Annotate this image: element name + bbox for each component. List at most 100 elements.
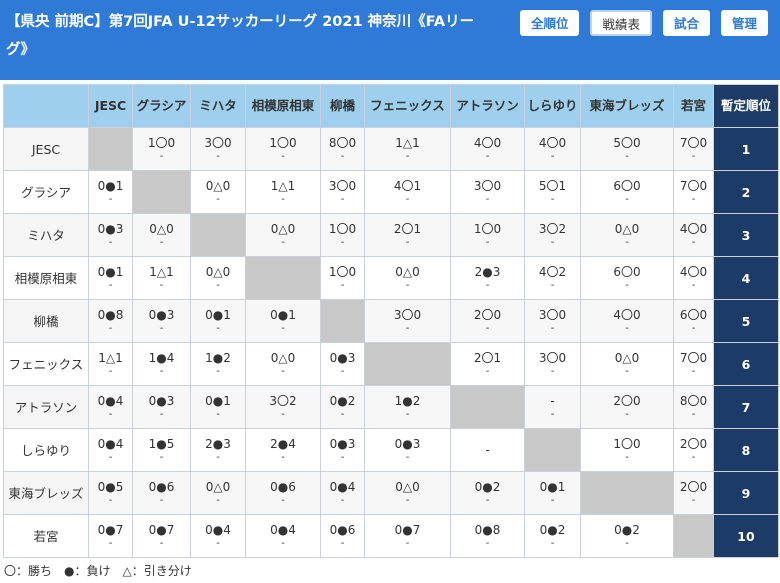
score[interactable]: 0△0	[614, 222, 640, 236]
score[interactable]: 3〇0	[393, 308, 422, 322]
score[interactable]: 0△0	[205, 265, 231, 279]
score[interactable]: -	[485, 442, 490, 457]
score[interactable]: 0●1	[205, 394, 231, 408]
score[interactable]: -	[550, 394, 555, 408]
score[interactable]: 1〇0	[328, 265, 357, 279]
score[interactable]: 1△1	[149, 265, 174, 279]
admin-button[interactable]: 管理	[720, 10, 768, 36]
score[interactable]: 1〇0	[473, 222, 502, 236]
score[interactable]: 6〇0	[613, 179, 641, 193]
score[interactable]: 1●4	[148, 351, 175, 365]
score[interactable]: 8〇0	[328, 136, 357, 150]
score[interactable]: 1●2	[394, 394, 421, 408]
score[interactable]: 4〇0	[473, 136, 502, 150]
score[interactable]: 6〇0	[613, 265, 641, 279]
score[interactable]: 0●8	[97, 308, 124, 322]
score[interactable]: 1△1	[98, 351, 123, 365]
score[interactable]: 0●1	[270, 308, 296, 322]
score[interactable]: 0●4	[205, 523, 231, 537]
score[interactable]: 0●4	[97, 394, 124, 408]
score[interactable]: 7〇0	[679, 351, 708, 365]
score[interactable]: 1●2	[205, 351, 231, 365]
score[interactable]: 0●5	[97, 480, 124, 494]
score[interactable]: 0●1	[97, 265, 124, 279]
score[interactable]: 4〇0	[679, 222, 708, 236]
score[interactable]: 7〇0	[679, 179, 708, 193]
score[interactable]: 0●8	[474, 523, 501, 537]
score[interactable]: 3〇0	[204, 136, 232, 150]
score[interactable]: 3〇0	[538, 308, 567, 322]
score[interactable]: 8〇0	[679, 394, 708, 408]
score[interactable]: 2●3	[474, 265, 501, 279]
score[interactable]: 0●1	[539, 480, 566, 494]
score[interactable]: 3〇2	[538, 222, 567, 236]
score[interactable]: 2〇0	[613, 394, 641, 408]
result-cell: 2●3-	[190, 428, 246, 472]
score[interactable]: 1〇0	[328, 222, 357, 236]
score[interactable]: 4〇0	[613, 308, 641, 322]
score[interactable]: 0●6	[148, 480, 175, 494]
score[interactable]: 0●1	[205, 308, 231, 322]
score[interactable]: 0●2	[539, 523, 566, 537]
score[interactable]: 0●7	[97, 523, 124, 537]
matches-button[interactable]: 試合	[662, 10, 710, 36]
score[interactable]: 0△0	[205, 179, 231, 193]
score[interactable]: 5〇0	[613, 136, 641, 150]
score-note: -	[340, 452, 345, 463]
score[interactable]: 0●4	[329, 480, 356, 494]
score[interactable]: 6〇0	[679, 308, 708, 322]
score[interactable]: 0●3	[97, 222, 124, 236]
score[interactable]: 0●7	[148, 523, 175, 537]
score[interactable]: 0●7	[394, 523, 421, 537]
score[interactable]: 4〇2	[538, 265, 567, 279]
score-note: -	[281, 323, 285, 334]
score[interactable]: 3〇0	[473, 179, 502, 193]
score[interactable]: 2●3	[205, 437, 231, 451]
score[interactable]: 2〇0	[679, 480, 708, 494]
col-header: 東海ブレッズ	[580, 84, 674, 128]
score[interactable]: 2●4	[270, 437, 296, 451]
score[interactable]: 4〇1	[393, 179, 422, 193]
score[interactable]: 2〇0	[679, 437, 708, 451]
score[interactable]: 1●5	[148, 437, 175, 451]
score[interactable]: 0●4	[270, 523, 296, 537]
score[interactable]: 0●6	[329, 523, 356, 537]
score[interactable]: 0●1	[97, 179, 124, 193]
score[interactable]: 1△1	[270, 179, 296, 193]
score[interactable]: 2〇1	[473, 351, 502, 365]
score[interactable]: 0△0	[270, 351, 296, 365]
score[interactable]: 0●2	[614, 523, 640, 537]
score[interactable]: 0△0	[270, 222, 296, 236]
score[interactable]: 1〇0	[269, 136, 297, 150]
result-cell: 1〇0-	[320, 256, 365, 300]
score[interactable]: 0●3	[329, 437, 356, 451]
score[interactable]: 3〇2	[269, 394, 297, 408]
score[interactable]: 0△0	[149, 222, 174, 236]
score[interactable]: 4〇0	[679, 265, 708, 279]
score[interactable]: 7〇0	[679, 136, 708, 150]
score[interactable]: 0△0	[395, 480, 420, 494]
score[interactable]: 3〇0	[328, 179, 357, 193]
rank-cell: 4	[713, 256, 779, 300]
score[interactable]: 0△0	[614, 351, 640, 365]
score[interactable]: 3〇0	[538, 351, 567, 365]
score[interactable]: 0●3	[394, 437, 421, 451]
score[interactable]: 0△0	[395, 265, 420, 279]
score[interactable]: 0●2	[474, 480, 501, 494]
score[interactable]: 2〇1	[393, 222, 422, 236]
score[interactable]: 1△1	[395, 136, 420, 150]
score[interactable]: 4〇0	[538, 136, 567, 150]
all-rankings-button[interactable]: 全順位	[519, 10, 580, 36]
score[interactable]: 1〇0	[613, 437, 641, 451]
score[interactable]: 0●3	[148, 308, 175, 322]
score[interactable]: 0△0	[205, 480, 231, 494]
score[interactable]: 0●4	[97, 437, 124, 451]
score[interactable]: 1〇0	[147, 136, 176, 150]
results-table-button[interactable]: 戦績表	[590, 10, 652, 36]
score[interactable]: 2〇0	[473, 308, 502, 322]
score[interactable]: 0●6	[270, 480, 296, 494]
score[interactable]: 0●3	[148, 394, 175, 408]
score[interactable]: 0●3	[329, 351, 356, 365]
score[interactable]: 0●2	[329, 394, 356, 408]
score[interactable]: 5〇1	[538, 179, 567, 193]
